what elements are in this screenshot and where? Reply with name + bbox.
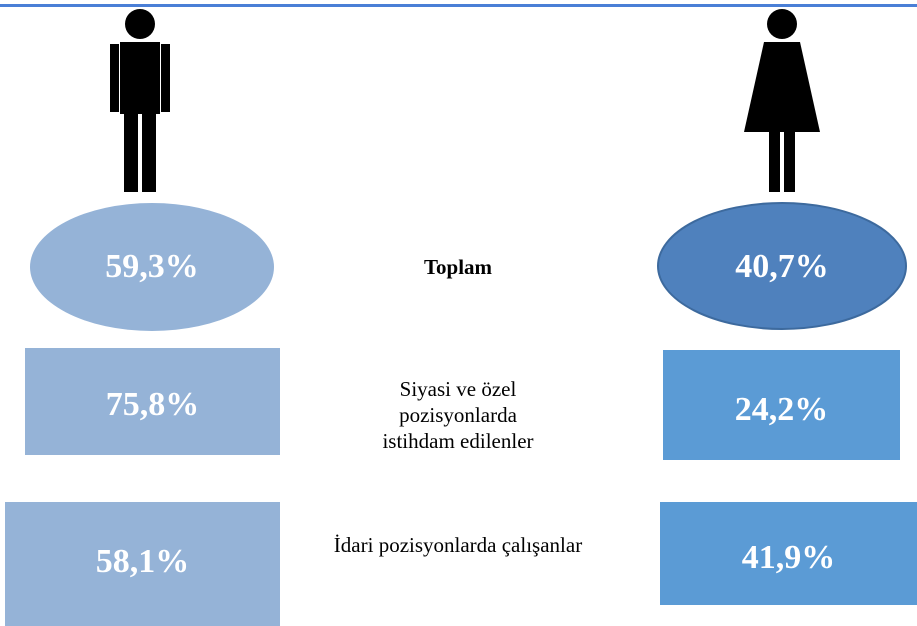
row-label: Siyasi ve özel pozisyonlarda istihdam ed… (382, 377, 534, 453)
female-box (660, 502, 917, 605)
woman-icon (744, 9, 820, 192)
male-value: 58,1% (95, 543, 190, 580)
row-label: Toplam (423, 255, 493, 279)
male-value: 59,3% (105, 248, 199, 285)
female-value: 40,7% (735, 248, 829, 285)
row-label: İdari pozisyonlarda çalışanlar (333, 533, 583, 557)
female-value: 41,9% (741, 539, 836, 576)
man-icon (110, 9, 170, 192)
male-box (5, 502, 280, 626)
female-ellipse (657, 202, 907, 330)
female-box (663, 350, 900, 460)
male-value: 75,8% (105, 386, 200, 423)
male-ellipse (30, 203, 274, 331)
male-box (25, 348, 280, 455)
top-rule (0, 4, 917, 7)
female-value: 24,2% (734, 391, 829, 428)
